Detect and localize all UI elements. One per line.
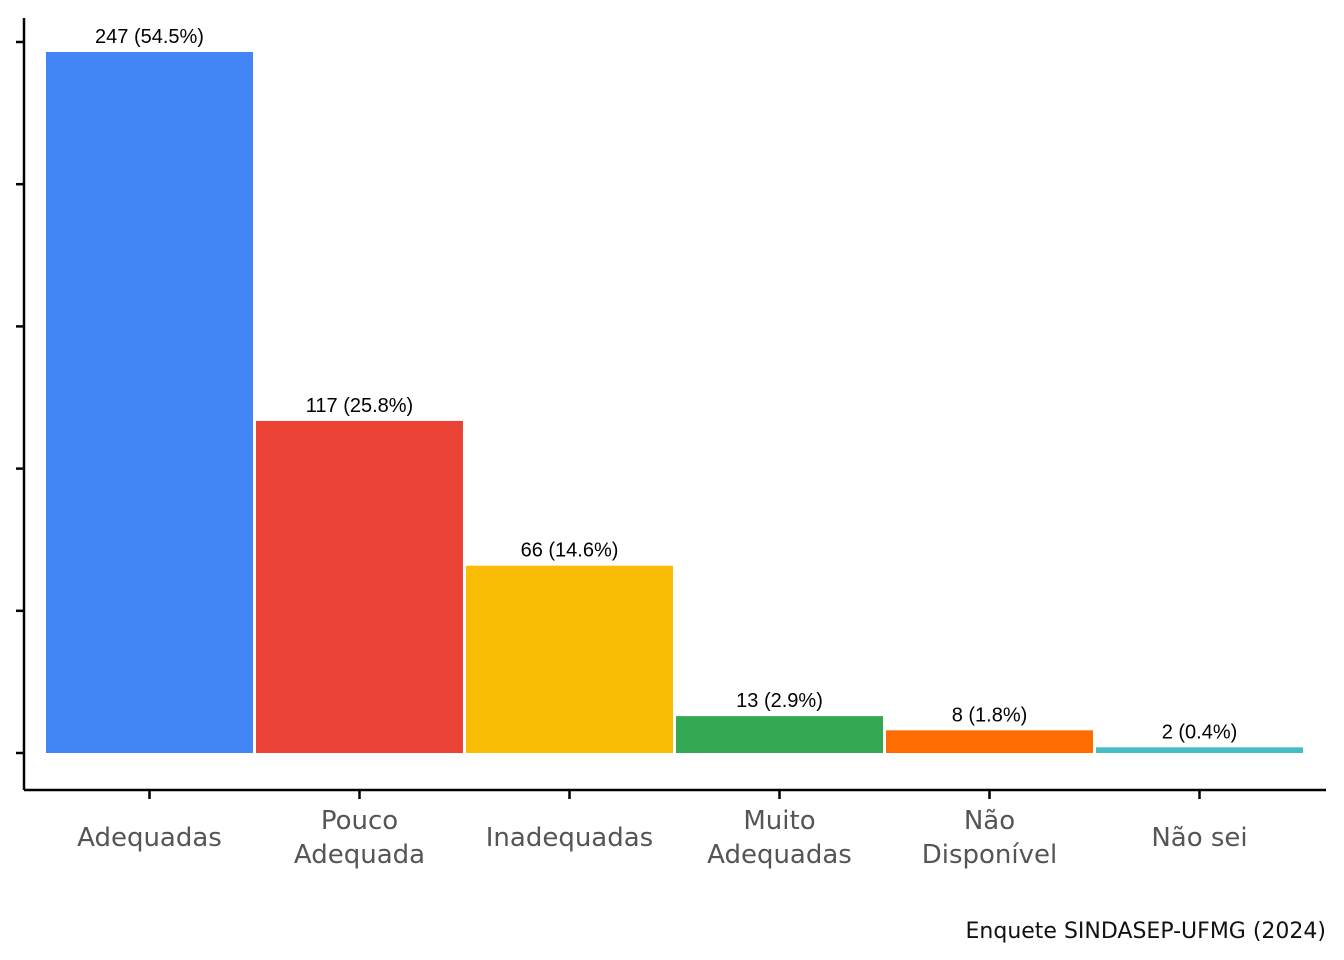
x-axis-ticks: [148, 790, 1201, 799]
bars-group: [46, 52, 1303, 753]
y-axis-ticks: [16, 40, 24, 755]
bar: [256, 420, 463, 753]
x-tick-label-line: Adequada: [294, 840, 425, 870]
x-tick-label-line: Adequadas: [707, 840, 852, 870]
data-labels-group: 247 (54.5%) 117 (25.8%) 66 (14.6%) 13 (2.9%…: [95, 26, 1237, 743]
data-label: 117 (25.8%): [306, 395, 413, 417]
bar: [886, 730, 1093, 753]
bar: [1096, 747, 1303, 753]
bar: [46, 52, 253, 753]
data-label: 247 (54.5%): [95, 26, 204, 48]
x-tick-label: Não Disponível: [922, 806, 1058, 870]
x-tick-label: Pouco Adequada: [294, 806, 425, 870]
data-label: 66 (14.6%): [521, 540, 619, 562]
x-tick-label: Muito Adequadas: [707, 806, 852, 870]
x-tick-label-line: Pouco: [321, 806, 398, 836]
x-axis-tick-labels: Adequadas Pouco Adequada Inadequadas Muito Ad…: [77, 806, 1248, 870]
data-label: 13 (2.9%): [736, 690, 823, 712]
x-tick-label-line: Muito: [743, 806, 815, 836]
x-tick-label: Adequadas: [77, 823, 222, 853]
x-tick-label-line: Adequadas: [77, 823, 222, 853]
bar: [466, 565, 673, 753]
data-label: 2 (0.4%): [1162, 721, 1238, 743]
source-caption: Enquete SINDASEP-UFMG (2024): [965, 919, 1326, 944]
x-tick-label: Inadequadas: [486, 823, 653, 853]
x-tick-label: Não sei: [1151, 823, 1247, 853]
bar: [676, 716, 883, 753]
x-tick-label-line: Não sei: [1151, 823, 1247, 853]
data-label: 8 (1.8%): [952, 704, 1028, 726]
x-tick-label-line: Disponível: [922, 840, 1058, 870]
x-tick-label-line: Não: [964, 806, 1015, 836]
x-tick-label-line: Inadequadas: [486, 823, 653, 853]
